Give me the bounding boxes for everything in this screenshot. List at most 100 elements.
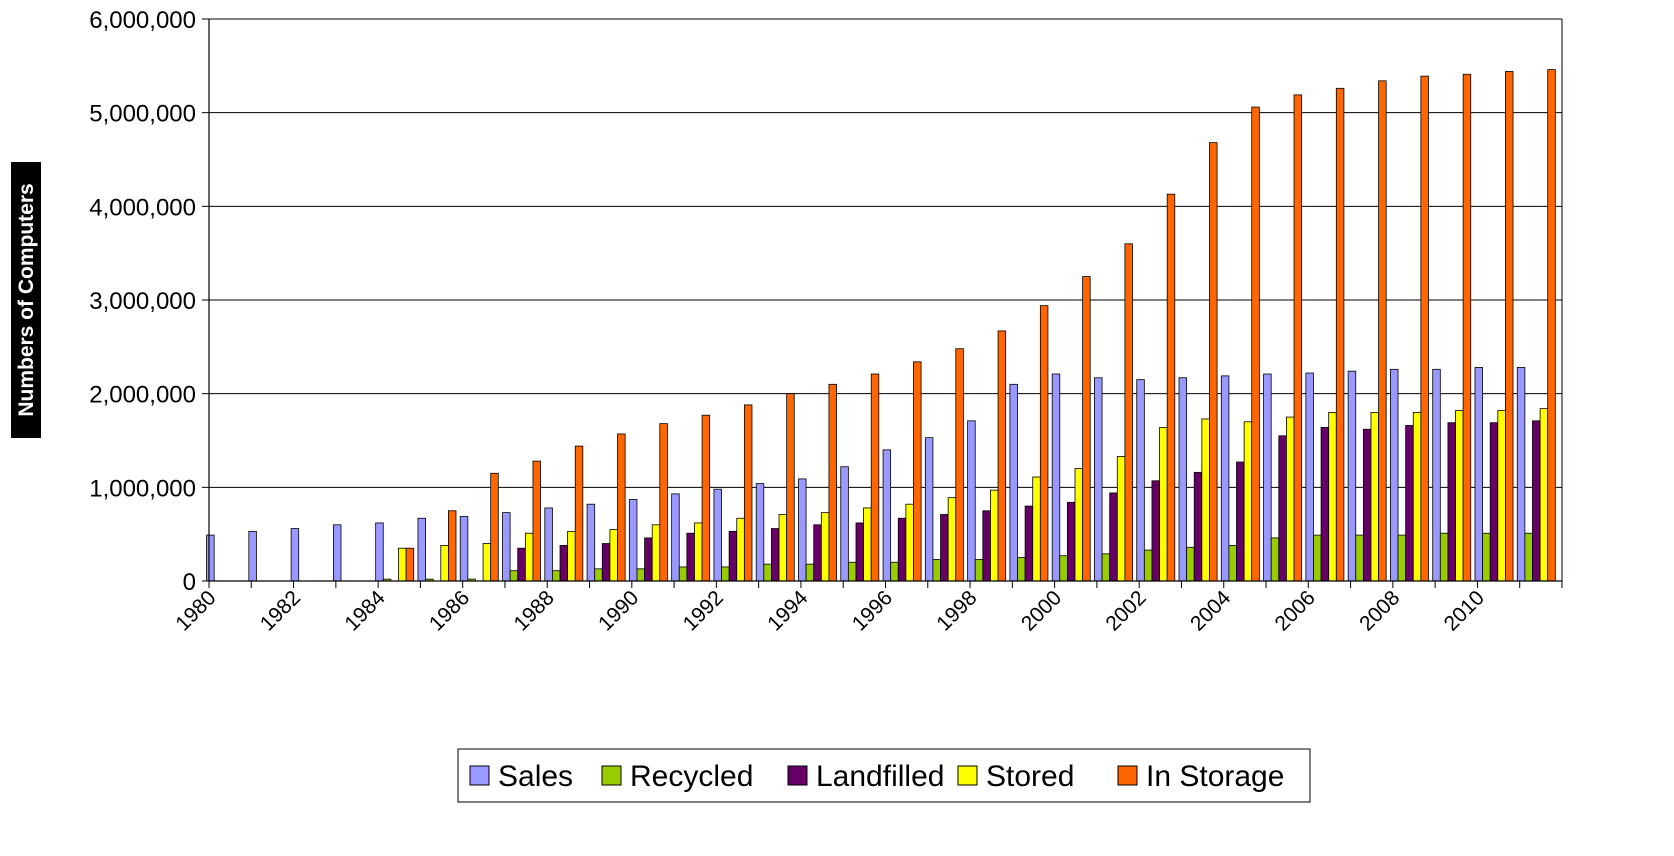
bar-stored	[1370, 411, 1379, 582]
bar-recycled	[1397, 534, 1407, 582]
bar-sales	[628, 499, 638, 582]
bar-stored	[524, 532, 534, 582]
bar-stored	[1286, 416, 1295, 582]
bar-sales	[544, 507, 553, 582]
y-tick-label: 6,000,000	[89, 7, 196, 34]
bar-sales	[586, 503, 596, 582]
bar-landfilled	[813, 524, 822, 582]
bar-in-storage	[1335, 87, 1345, 582]
bar-landfilled	[1489, 422, 1499, 582]
bar-recycled	[594, 568, 603, 582]
bar-recycled	[1270, 537, 1280, 582]
bar-landfilled	[644, 537, 653, 582]
x-tick-label: 2000	[1017, 586, 1066, 635]
bar-sales	[1009, 383, 1018, 582]
bar-landfilled	[771, 528, 780, 582]
y-tick-label: 0	[183, 569, 196, 596]
bar-in-storage	[1293, 94, 1303, 582]
bar-landfilled	[1447, 422, 1456, 582]
x-tick-label: 1996	[848, 586, 897, 635]
legend-entry: Recycled	[601, 760, 753, 793]
bar-in-storage	[1082, 276, 1091, 582]
y-axis-label-text: Numbers of Computers	[15, 183, 38, 416]
bar-landfilled	[897, 517, 907, 582]
bar-sales	[1136, 379, 1145, 582]
legend: Sales Recycled Landfilled Stored In Storage	[457, 748, 1311, 803]
bar-recycled	[1101, 553, 1111, 582]
bar-sales	[248, 530, 257, 582]
bar-stored	[482, 543, 492, 582]
legend-label: Sales	[498, 760, 573, 793]
bar-landfilled	[982, 510, 991, 582]
bar-recycled	[721, 566, 730, 582]
bar-sales	[290, 528, 300, 582]
bar-sales	[417, 517, 426, 582]
bar-in-storage	[1547, 69, 1556, 582]
bar-sales	[375, 522, 384, 582]
bar-sales	[1432, 368, 1441, 582]
bar-sales	[502, 512, 511, 582]
bar-in-storage	[1039, 305, 1049, 582]
bar-stored	[1539, 408, 1549, 582]
bar-landfilled	[1405, 425, 1414, 582]
bar-recycled	[974, 559, 984, 582]
bar-in-storage	[1420, 75, 1429, 582]
legend-entry: Stored	[957, 760, 1074, 793]
bar-stored	[398, 547, 407, 582]
bar-stored	[736, 517, 745, 582]
x-tick-label: 1994	[763, 586, 813, 636]
bar-sales	[1220, 375, 1230, 582]
bar-stored	[440, 545, 449, 582]
x-tick-label: 1992	[679, 586, 728, 635]
bar-landfilled	[601, 543, 611, 582]
bar-stored	[863, 507, 872, 582]
bars	[206, 69, 1556, 582]
bar-recycled	[1313, 534, 1322, 582]
bar-sales	[1178, 377, 1188, 582]
bar-stored	[990, 489, 999, 582]
x-tick-label: 1982	[256, 586, 305, 635]
bar-stored	[1328, 411, 1337, 582]
bar-recycled	[932, 559, 941, 582]
bar-in-storage	[743, 404, 753, 582]
bar-recycled	[1524, 532, 1533, 582]
bar-in-storage	[870, 373, 880, 582]
bar-stored	[1074, 468, 1084, 582]
x-tick-label: 1986	[425, 586, 474, 635]
y-tick-label: 2,000,000	[89, 382, 196, 409]
bar-stored	[947, 497, 957, 582]
bar-in-storage	[659, 423, 668, 582]
bar-stored	[1159, 426, 1168, 582]
x-tick-label: 1990	[594, 586, 643, 635]
bar-recycled	[678, 566, 688, 582]
x-tick-label: 2002	[1101, 586, 1150, 635]
bar-recycled	[636, 568, 645, 582]
gridlines	[209, 18, 1562, 582]
bar-landfilled	[1193, 471, 1203, 582]
legend-label: In Storage	[1146, 760, 1284, 793]
bar-sales	[332, 524, 342, 582]
x-tick-label: 2004	[1186, 586, 1236, 636]
bar-in-storage	[490, 472, 499, 582]
x-tick-label: 2006	[1271, 586, 1320, 635]
bar-recycled	[1355, 534, 1364, 582]
x-tick-label: 1998	[932, 586, 981, 635]
bar-in-storage	[1251, 106, 1260, 582]
bar-in-storage	[955, 348, 964, 582]
bar-stored	[905, 503, 914, 582]
bar-in-storage	[701, 414, 711, 582]
legend-swatch	[1117, 765, 1138, 786]
bar-landfilled	[1066, 501, 1076, 582]
legend-swatch	[787, 765, 808, 786]
bar-recycled	[1143, 549, 1153, 582]
bar-sales	[1474, 367, 1483, 582]
bar-in-storage	[617, 433, 626, 582]
bar-in-storage	[532, 460, 541, 582]
bar-landfilled	[1024, 505, 1034, 582]
bar-in-storage	[1505, 71, 1514, 582]
bar-stored	[694, 522, 703, 582]
x-tick-label: 2008	[1355, 586, 1404, 635]
bar-sales	[798, 478, 807, 582]
bar-recycled	[805, 563, 815, 582]
bar-sales	[1390, 368, 1399, 582]
